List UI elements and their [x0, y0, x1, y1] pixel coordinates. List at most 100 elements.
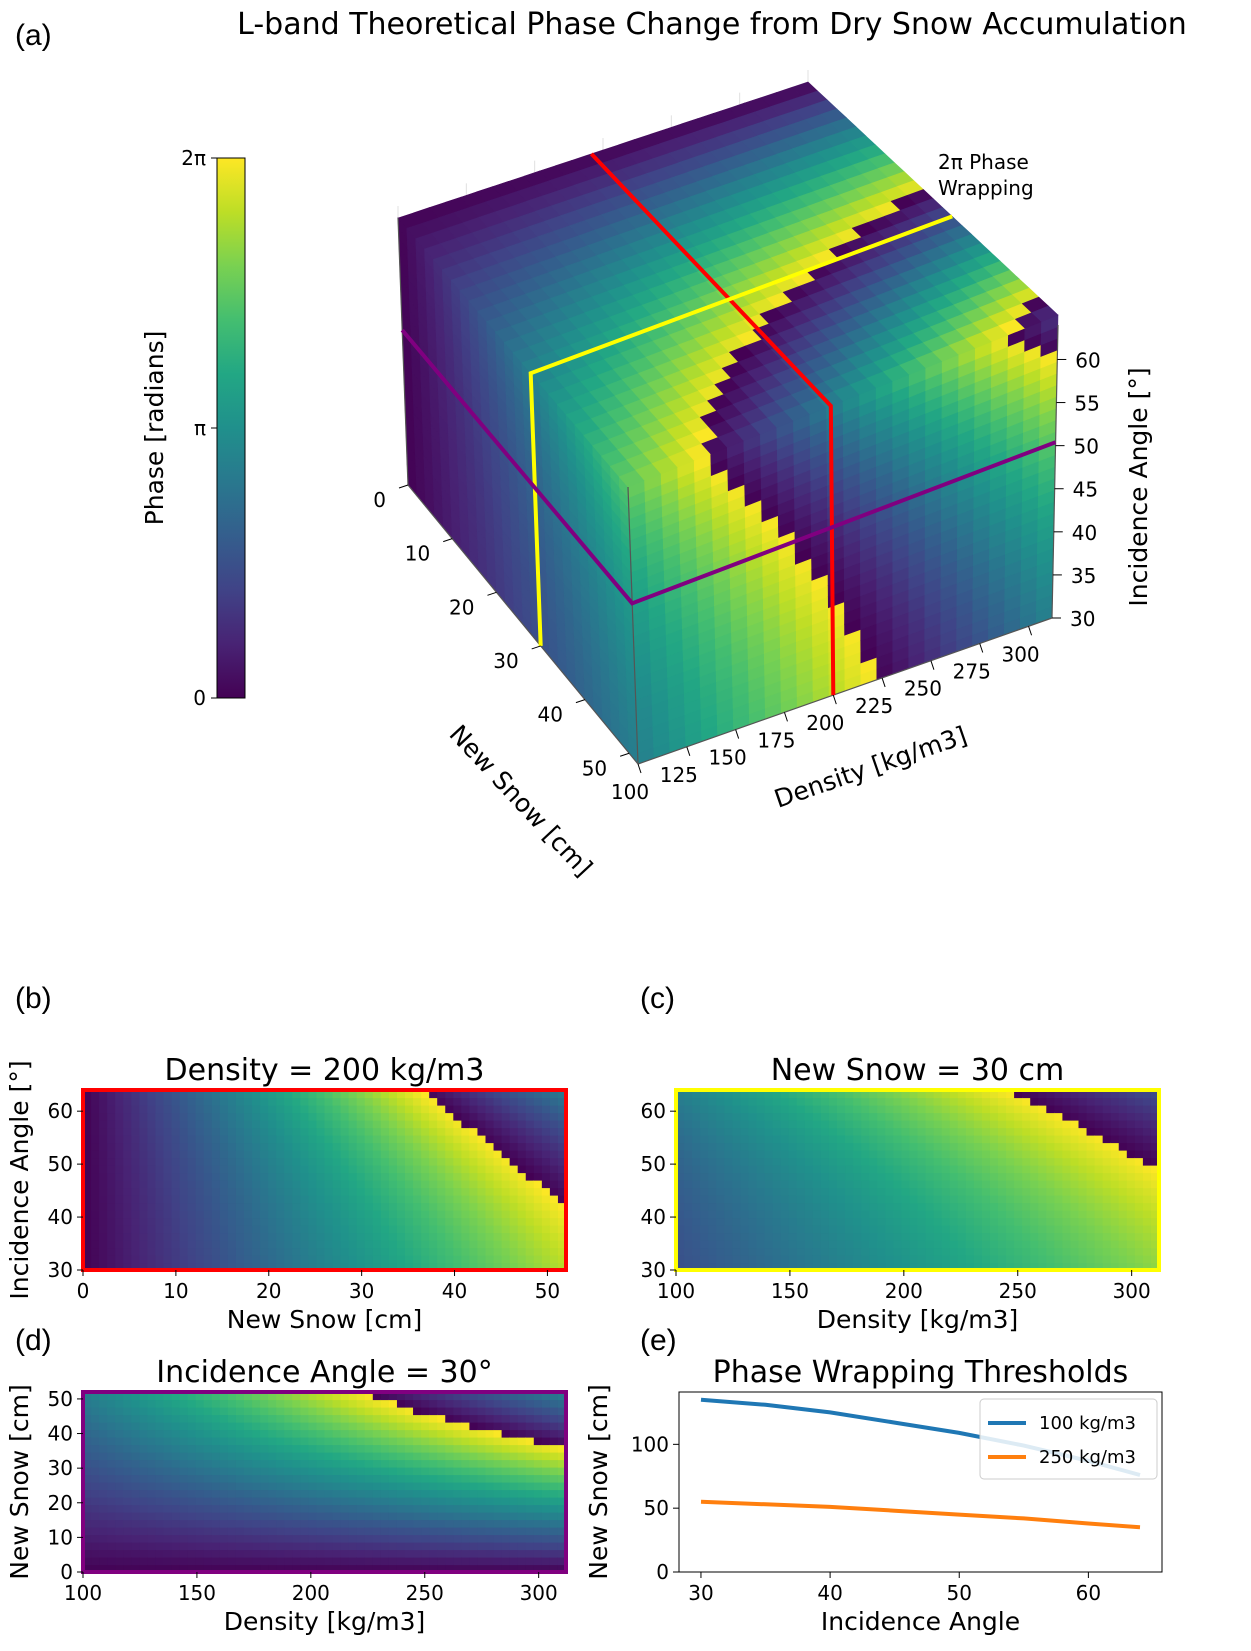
heatmap-cell — [533, 1247, 543, 1256]
heatmap-cell — [219, 1120, 229, 1129]
heatmap-cell — [861, 1255, 870, 1264]
heatmap-cell — [804, 1232, 814, 1241]
heatmap-cell — [893, 1157, 902, 1166]
heatmap-cell — [764, 1165, 774, 1174]
heatmap-cell — [469, 1180, 479, 1189]
heatmap-cell — [925, 1157, 935, 1166]
heatmap-cell — [1014, 1142, 1023, 1151]
heatmap-cell — [1094, 1232, 1104, 1241]
heatmap-cell — [1038, 1187, 1047, 1196]
heatmap-cell — [324, 1150, 334, 1159]
heatmap-cell — [1102, 1172, 1112, 1181]
heatmap-cell — [388, 1187, 398, 1196]
heatmap-cell — [925, 1210, 935, 1219]
heatmap-cell — [1022, 1120, 1031, 1129]
heatmap-cell — [276, 1187, 285, 1196]
heatmap-cell — [788, 1187, 798, 1196]
heatmap-cell — [885, 1150, 894, 1159]
heatmap-cell — [1070, 1142, 1080, 1151]
heatmap-cell — [179, 1172, 189, 1181]
heatmap-cell — [828, 1135, 838, 1144]
heatmap-cell — [981, 1120, 991, 1129]
heatmap-cell — [780, 1135, 790, 1144]
heatmap-cell — [732, 1202, 741, 1211]
heatmap-cell — [853, 1247, 862, 1256]
heatmap-cell — [292, 1127, 301, 1136]
heatmap-cell — [421, 1142, 430, 1151]
heatmap-cell — [1110, 1195, 1120, 1204]
heatmap-cell — [388, 1255, 398, 1264]
heatmap-cell — [364, 1255, 374, 1264]
heatmap-cell — [163, 1195, 173, 1204]
heatmap-cell — [772, 1172, 782, 1181]
heatmap-cell — [549, 1157, 559, 1166]
heatmap-cell — [179, 1217, 189, 1226]
figure-title: L-band Theoretical Phase Change from Dry… — [237, 7, 1187, 42]
heatmap-cell — [901, 1195, 911, 1204]
heatmap-cell — [227, 1217, 237, 1226]
heatmap-cell — [1022, 1202, 1031, 1211]
heatmap-cell — [348, 1172, 358, 1181]
heatmap-cell — [340, 1165, 350, 1174]
heatmap-cell — [877, 1112, 886, 1121]
heatmap-cell — [1022, 1172, 1031, 1181]
heatmap-cell — [364, 1217, 374, 1226]
heatmap-cell — [1134, 1097, 1144, 1106]
heatmap-cell — [1134, 1195, 1144, 1204]
heatmap-cell — [324, 1135, 334, 1144]
heatmap-cell — [485, 1180, 495, 1189]
heatmap-cell — [139, 1240, 148, 1249]
heatmap-cell — [235, 1120, 245, 1129]
heatmap-cell — [485, 1112, 495, 1121]
heatmap-cell — [772, 1127, 782, 1136]
heatmap-cell — [925, 1142, 935, 1151]
heatmap-cell — [1022, 1097, 1031, 1106]
heatmap-cell — [1014, 1232, 1023, 1241]
heatmap-cell — [139, 1165, 148, 1174]
heatmap-cell — [123, 1150, 132, 1159]
heatmap-cell — [284, 1247, 293, 1256]
tick-density — [979, 643, 984, 653]
heatmap-cell — [485, 1142, 495, 1151]
heatmap-cell — [756, 1180, 766, 1189]
heatmap-cell — [244, 1217, 253, 1226]
heatmap-cell — [235, 1232, 245, 1241]
heatmap-cell — [445, 1112, 454, 1121]
heatmap-cell — [1062, 1202, 1072, 1211]
heatmap-cell — [244, 1097, 253, 1106]
heatmap-cell — [1070, 1097, 1080, 1106]
tick-new-snow — [443, 538, 453, 543]
heatmap-cell — [123, 1187, 132, 1196]
heatmap-cell — [724, 1097, 733, 1106]
heatmap-cell — [885, 1195, 894, 1204]
heatmap-cell — [276, 1127, 285, 1136]
heatmap-cell — [549, 1120, 559, 1129]
heatmap-cell — [692, 1255, 701, 1264]
heatmap-cell — [1118, 1120, 1128, 1129]
heatmap-cell — [485, 1157, 495, 1166]
heatmap-cell — [332, 1210, 342, 1219]
heatmap-cell — [877, 1255, 886, 1264]
heatmap-cell — [187, 1202, 197, 1211]
heatmap-cell — [123, 1247, 132, 1256]
heatmap-cell — [788, 1150, 798, 1159]
heatmap-cell — [219, 1210, 229, 1219]
heatmap-cell — [724, 1172, 733, 1181]
heatmap-cell — [1062, 1172, 1072, 1181]
tick-label-density: 250 — [904, 677, 942, 701]
heatmap-cell — [163, 1105, 173, 1114]
heatmap-cell — [764, 1097, 774, 1106]
heatmap-cell — [1006, 1210, 1015, 1219]
heatmap-cell — [445, 1247, 454, 1256]
heatmap-cell — [453, 1180, 462, 1189]
heatmap-cell — [549, 1210, 559, 1219]
heatmap-cell — [1038, 1150, 1047, 1159]
heatmap-cell — [1118, 1180, 1128, 1189]
heatmap-cell — [131, 1097, 140, 1106]
heatmap-cell — [316, 1150, 326, 1159]
heatmap-cell — [115, 1195, 124, 1204]
heatmap-cell — [861, 1232, 870, 1241]
heatmap-cell — [764, 1240, 774, 1249]
heatmap-cell — [469, 1165, 479, 1174]
heatmap-cell — [91, 1232, 100, 1241]
